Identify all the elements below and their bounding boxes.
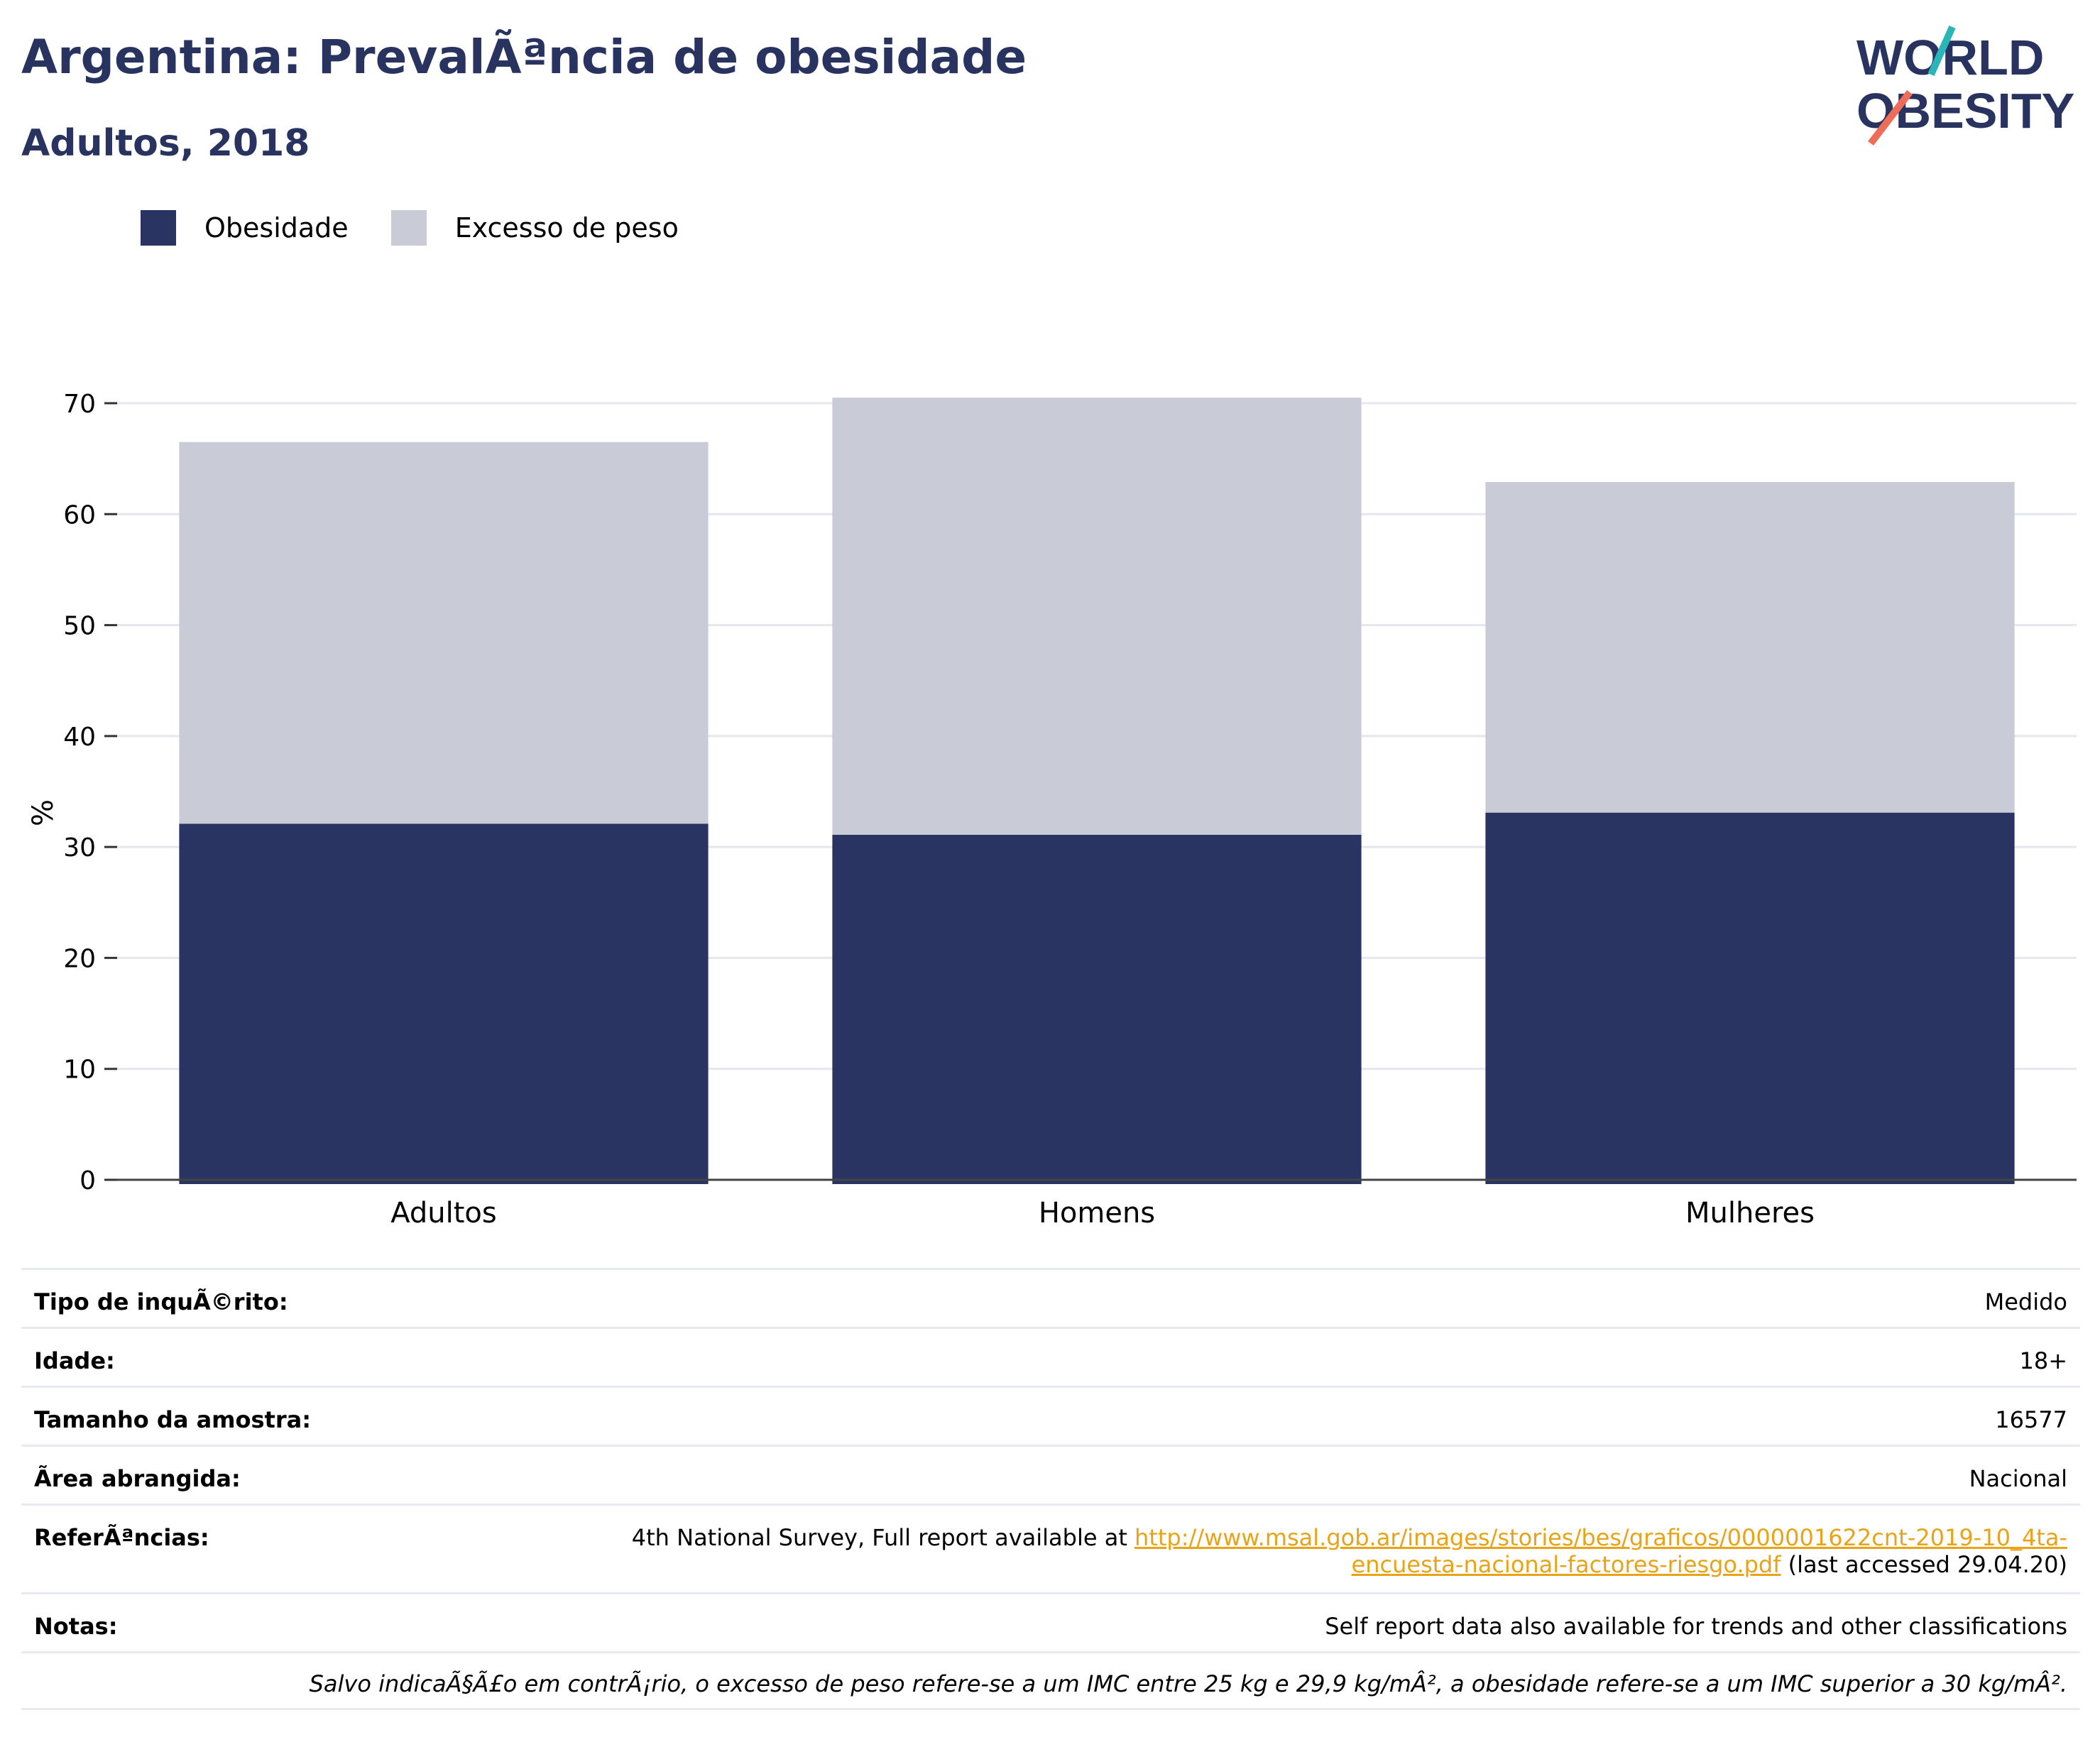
info-label-notes: Notas: bbox=[34, 1613, 118, 1640]
logo-word-obesity: OBESITY bbox=[1856, 83, 2074, 138]
x-tick-label: Adultos bbox=[390, 1197, 497, 1230]
references-suffix: (last accessed 29.04.20) bbox=[1781, 1551, 2067, 1578]
chart-subtitle: Adultos, 2018 bbox=[21, 122, 310, 165]
bar-adultos-obesidade bbox=[179, 823, 709, 1184]
info-value-notes: Self report data also available for tren… bbox=[1325, 1613, 2067, 1640]
bar-chart: 0 10 20 30 40 50 60 70% Adultos Homens Mulheres bbox=[27, 390, 2077, 1230]
legend-item-excesso-de-peso[interactable]: Excesso de peso bbox=[390, 210, 679, 246]
world-obesity-logo: WORLD OBESITY bbox=[1856, 25, 2074, 146]
chart-legend: Obesidade Excesso de peso bbox=[141, 210, 721, 246]
references-link-line2[interactable]: encuesta-nacional-factores-riesgo.pdf bbox=[1351, 1551, 1781, 1578]
info-label-sample-size: Tamanho da amostra: bbox=[34, 1406, 311, 1433]
info-value-references: 4th National Survey, Full report availab… bbox=[632, 1524, 2067, 1578]
y-axis-label: % bbox=[27, 799, 60, 826]
bar-mulheres-obesidade bbox=[1485, 812, 2015, 1184]
bar-adultos-excesso-de-peso bbox=[179, 442, 709, 824]
info-row-survey-type: Tipo de inquÃ©rito: Medido bbox=[21, 1268, 2080, 1327]
y-tick-label: 50 bbox=[63, 612, 96, 641]
y-tick-label: 40 bbox=[63, 723, 96, 752]
footnote: Salvo indicaÃ§Ã£o em contrÃ¡rio, o exces… bbox=[21, 1651, 2080, 1710]
x-tick-label: Homens bbox=[1039, 1197, 1155, 1230]
references-link-line1[interactable]: http://www.msal.gob.ar/images/stories/be… bbox=[1134, 1524, 2067, 1551]
info-row-age: Idade: 18+ bbox=[21, 1327, 2080, 1386]
logo-slash-coral bbox=[1868, 89, 1913, 146]
y-tick-label: 60 bbox=[63, 500, 96, 530]
y-tick-label: 30 bbox=[63, 833, 96, 862]
legend-label-obesidade: Obesidade bbox=[204, 212, 349, 243]
info-row-notes: Notas: Self report data also available f… bbox=[21, 1592, 2080, 1651]
y-tick-label: 10 bbox=[63, 1056, 96, 1085]
info-value-area: Nacional bbox=[1969, 1465, 2067, 1492]
y-tick-label: 0 bbox=[80, 1166, 96, 1195]
info-value-sample-size: 16577 bbox=[1995, 1406, 2067, 1433]
info-table: Tipo de inquÃ©rito: Medido Idade: 18+ Ta… bbox=[21, 1268, 2080, 1710]
bar-homens-excesso-de-peso bbox=[832, 398, 1362, 835]
info-label-survey-type: Tipo de inquÃ©rito: bbox=[34, 1288, 288, 1315]
logo-slash-teal bbox=[1927, 25, 1956, 77]
info-row-sample-size: Tamanho da amostra: 16577 bbox=[21, 1386, 2080, 1445]
info-row-references: ReferÃªncias: 4th National Survey, Full … bbox=[21, 1504, 2080, 1592]
y-tick-label: 20 bbox=[63, 944, 96, 973]
legend-swatch-excesso-de-peso bbox=[390, 210, 427, 246]
legend-swatch-obesidade bbox=[141, 210, 176, 246]
chart-title: Argentina: PrevalÃªncia de obesidade bbox=[21, 30, 1027, 84]
info-label-age: Idade: bbox=[34, 1347, 115, 1374]
info-label-references: ReferÃªncias: bbox=[34, 1524, 209, 1551]
info-row-area: Ãrea abrangida: Nacional bbox=[21, 1445, 2080, 1504]
legend-item-obesidade[interactable]: Obesidade bbox=[141, 210, 349, 246]
info-value-survey-type: Medido bbox=[1984, 1288, 2067, 1315]
y-tick-label: 70 bbox=[63, 390, 96, 419]
bar-mulheres-excesso-de-peso bbox=[1485, 481, 2015, 813]
bar-homens-obesidade bbox=[832, 834, 1362, 1184]
references-prefix: 4th National Survey, Full report availab… bbox=[631, 1524, 1135, 1551]
legend-label-excesso-de-peso: Excesso de peso bbox=[454, 212, 679, 243]
x-tick-label: Mulheres bbox=[1685, 1197, 1815, 1230]
info-label-area: Ãrea abrangida: bbox=[34, 1465, 241, 1492]
info-value-age: 18+ bbox=[2019, 1347, 2067, 1374]
